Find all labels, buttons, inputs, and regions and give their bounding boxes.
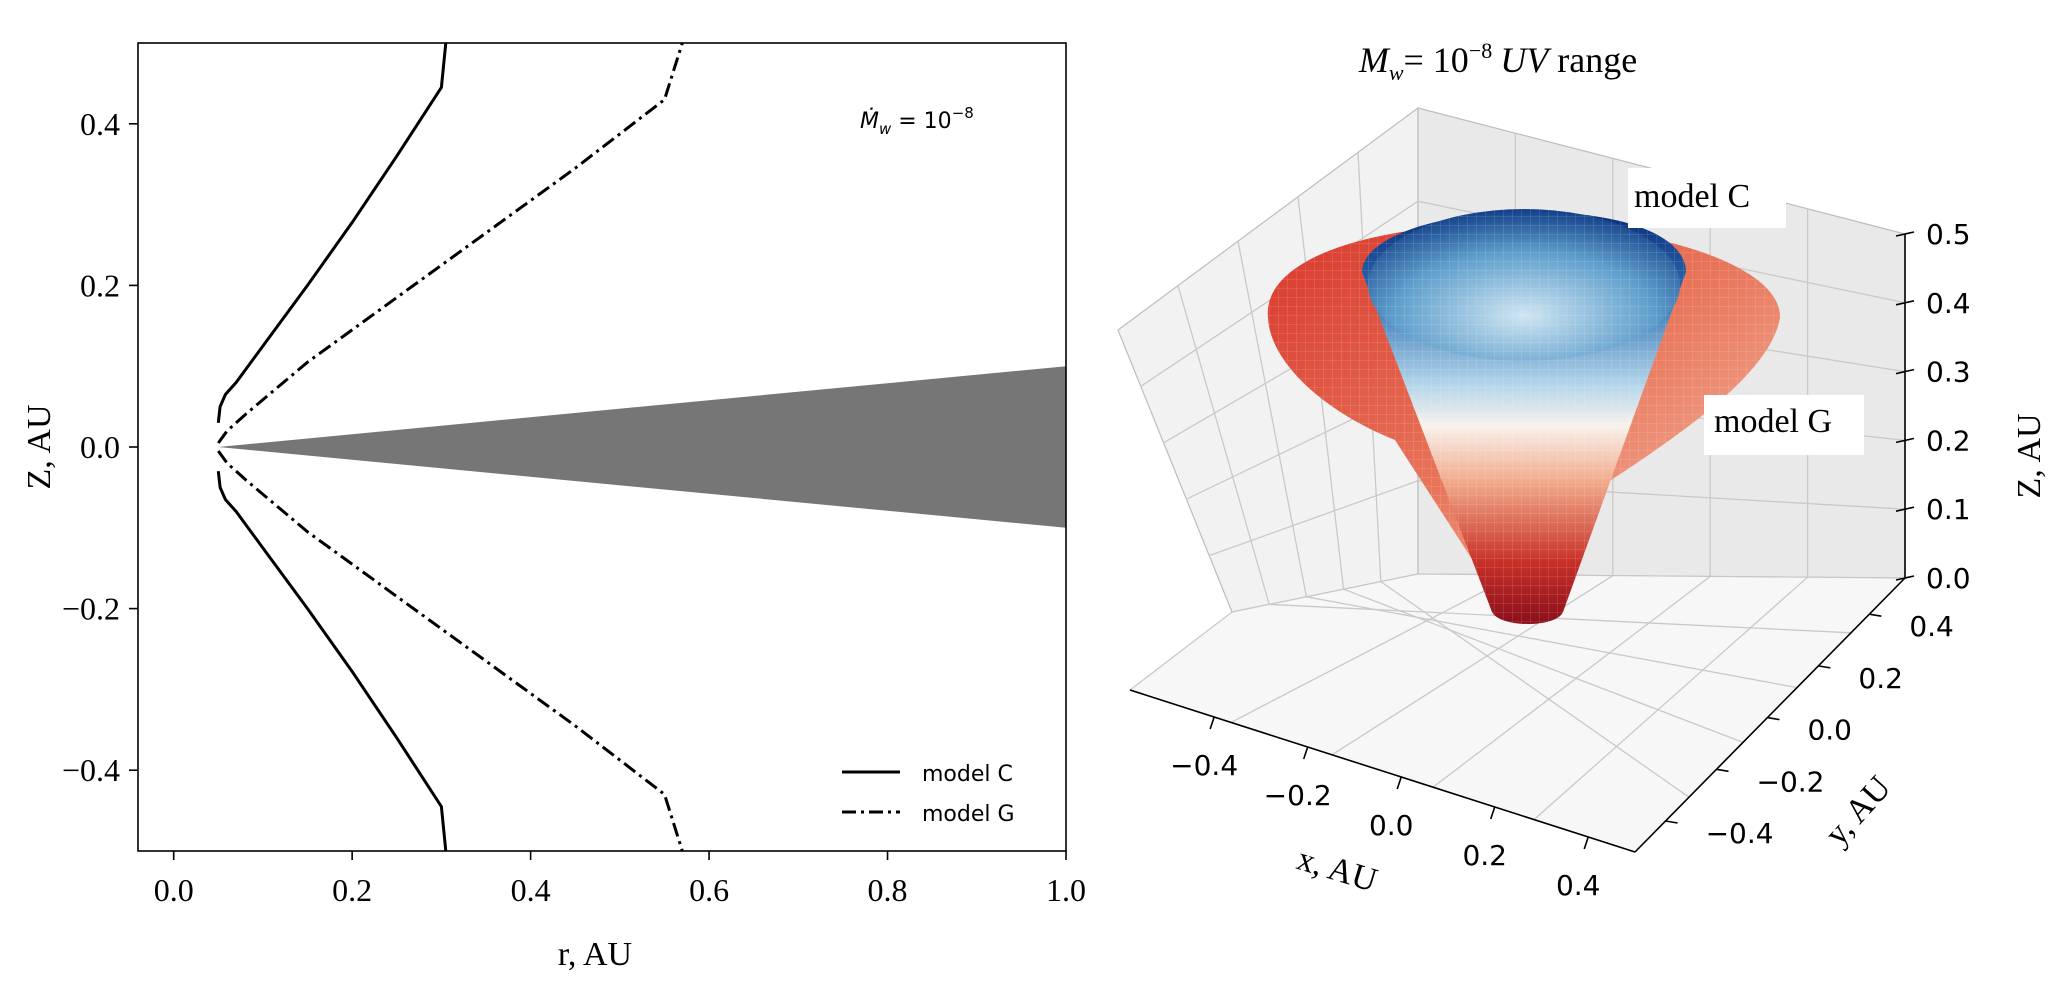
surface-label-model-c: model C [1634, 178, 1750, 215]
x-tick-label: 0.4 [511, 872, 551, 908]
y-tick-label: 0.2 [80, 267, 120, 303]
label-box-model-c [1628, 168, 1786, 228]
y3-tick-label: 0.0 [1807, 714, 1852, 747]
x3-tick-label: −0.2 [1264, 779, 1332, 812]
y-tick-label: 0.0 [80, 429, 120, 465]
y3-tick-mark [1716, 768, 1729, 773]
grid-line-z [1208, 480, 1906, 557]
x3-tick-mark [1583, 836, 1589, 850]
z-tick-mark [1895, 368, 1915, 375]
x-tick-label: 0.8 [868, 872, 908, 908]
x3-tick-mark [1302, 746, 1309, 760]
z-axis-ticks: 0.0 0.1 0.2 0.3 0.4 0.5 [1895, 218, 1971, 595]
mdot-symbol: Ṁ [860, 108, 879, 134]
z-tick-label: 0.0 [1926, 562, 1971, 595]
title-uv: UV [1500, 40, 1552, 80]
z-tick-label: 0.5 [1926, 218, 1971, 251]
x3-tick-label: 0.4 [1556, 869, 1601, 902]
y3-tick-mark [1767, 716, 1780, 721]
z-tick-mark [1895, 231, 1915, 237]
x3-tick-mark [1209, 716, 1215, 730]
legend-label-model-c: model C [922, 762, 1013, 787]
title-subscript: w [1389, 60, 1404, 85]
x3-tick-mark [1489, 806, 1496, 820]
y-axis-label-3d: y, AU [1818, 769, 1898, 852]
disk-wedge [218, 366, 1067, 528]
legend-label-model-g: model G [922, 802, 1015, 827]
mdot-equals: = 10 [891, 109, 951, 134]
wind-profile-chart: 0.0 0.2 0.4 0.6 0.8 1.0 0.4 0.2 0.0 −0.2 −0.4 r, … [21, 42, 1086, 973]
y3-tick-label: 0.4 [1909, 610, 1954, 643]
y3-tick-label: −0.2 [1757, 765, 1825, 798]
z-tick-label: 0.4 [1926, 287, 1971, 320]
mdot-subscript: w [879, 120, 892, 138]
series-line-model-c-upper [216, 42, 448, 423]
y-tick-label: −0.4 [62, 752, 120, 788]
surface-model-c-opening-mesh [1368, 209, 1680, 361]
label-box-model-g [1704, 395, 1864, 455]
y3-tick-mark [1665, 820, 1678, 824]
z-tick-label: 0.2 [1926, 424, 1971, 457]
grid-line-x [1533, 208, 1809, 821]
grid-line-y [1177, 285, 1852, 634]
x-tick-label: 0.6 [689, 872, 729, 908]
mdot-exponent: −8 [952, 104, 974, 122]
x3-tick-label: 0.2 [1462, 839, 1507, 872]
y-axis-ticks-3d: −0.4 −0.2 0.00.20.4 [1665, 610, 1954, 850]
x3-tick-label: −0.4 [1170, 749, 1238, 782]
title-m: M [1358, 40, 1391, 80]
y-tick-label: 0.4 [80, 106, 120, 142]
series-line-model-g-lower [217, 450, 684, 852]
title-exponent: −8 [1469, 38, 1492, 63]
y3-tick-mark [1869, 613, 1882, 617]
legend: model C model G [842, 762, 1015, 827]
z-axis-label: Z, AU [2011, 414, 2048, 499]
disk-layer [218, 366, 1067, 528]
z-tick-label: 0.1 [1926, 493, 1971, 526]
y-tick-label: −0.2 [62, 591, 120, 627]
x-axis-label-3d: x, AU [1293, 840, 1382, 899]
x3-tick-label: 0.0 [1369, 809, 1414, 842]
title-equals: = 10 [1404, 40, 1469, 80]
grid-line-y [1237, 241, 1798, 689]
y3-tick-label: 0.2 [1858, 662, 1903, 695]
series-layer [216, 42, 684, 852]
z-tick-label: 0.3 [1926, 356, 1971, 389]
x-tick-label: 0.2 [332, 872, 372, 908]
x-axis-ticks-3d: −0.4 −0.2 0.0 0.2 0.4 [1170, 716, 1601, 902]
y3-tick-label: −0.4 [1706, 817, 1774, 850]
chart-title-3d: Mw= 10−8 UV range [1358, 38, 1637, 85]
x3-tick-mark [1396, 776, 1402, 790]
y-axis-ticks: 0.4 0.2 0.0 −0.2 −0.4 [62, 106, 138, 788]
3d-surface-chart: Mw= 10−8 UV range model C model G 0.00.10… [1117, 38, 2048, 902]
z-tick-mark [1895, 300, 1915, 306]
x-axis-label: r, AU [558, 936, 632, 973]
y3-tick-mark [1818, 665, 1831, 669]
x-axis-ticks: 0.0 0.2 0.4 0.6 0.8 1.0 [154, 851, 1086, 908]
x-tick-label: 1.0 [1046, 872, 1086, 908]
y-axis-line [1634, 577, 1906, 853]
grid-line-z [1140, 200, 1906, 387]
series-line-model-g-upper [217, 42, 684, 444]
surface-label-model-g: model G [1714, 403, 1832, 440]
x-tick-label: 0.0 [154, 872, 194, 908]
z-tick-mark [1895, 506, 1915, 512]
mdot-annotation: Ṁw = 10−8 [860, 104, 974, 138]
y-axis-label: Z, AU [21, 405, 58, 490]
series-line-model-c-lower [216, 471, 448, 852]
title-range: range [1548, 40, 1637, 80]
z-tick-mark [1895, 437, 1915, 444]
